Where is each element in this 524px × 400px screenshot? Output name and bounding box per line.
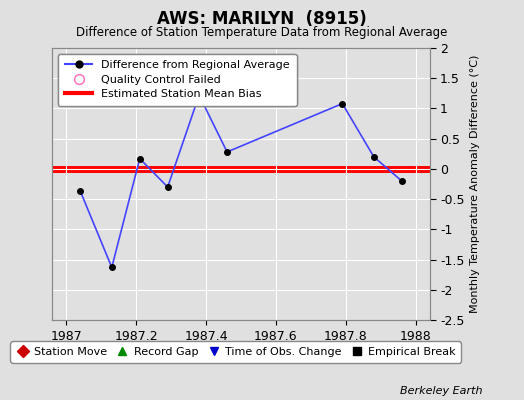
Text: Difference of Station Temperature Data from Regional Average: Difference of Station Temperature Data f… xyxy=(77,26,447,39)
Legend: Station Move, Record Gap, Time of Obs. Change, Empirical Break: Station Move, Record Gap, Time of Obs. C… xyxy=(10,342,461,362)
Legend: Difference from Regional Average, Quality Control Failed, Estimated Station Mean: Difference from Regional Average, Qualit… xyxy=(58,54,297,106)
Text: AWS: MARILYN  (8915): AWS: MARILYN (8915) xyxy=(157,10,367,28)
Text: Berkeley Earth: Berkeley Earth xyxy=(400,386,482,396)
Y-axis label: Monthly Temperature Anomaly Difference (°C): Monthly Temperature Anomaly Difference (… xyxy=(470,55,480,313)
